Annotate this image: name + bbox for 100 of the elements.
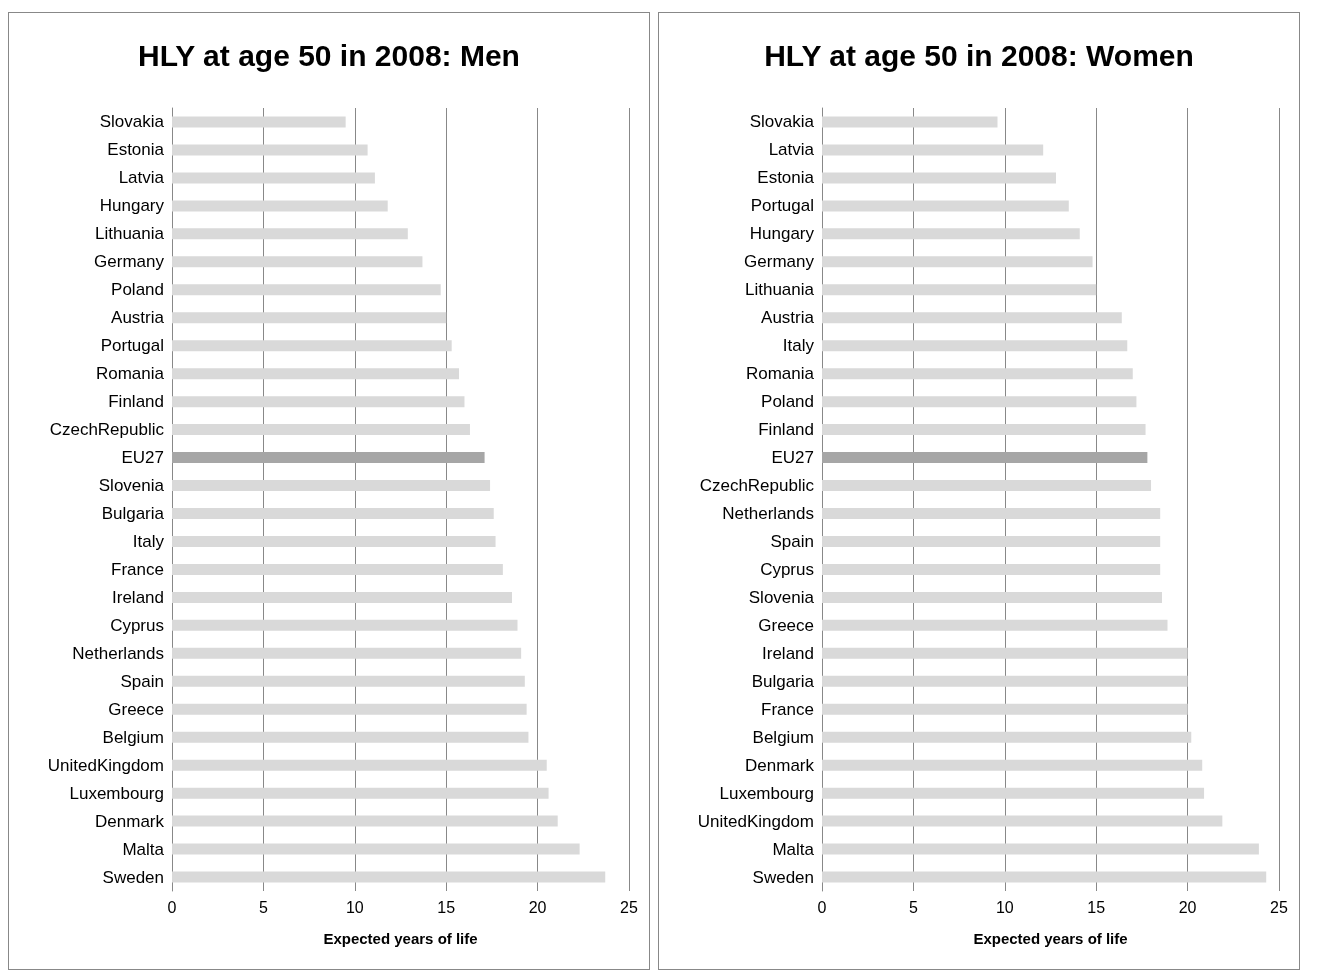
bar: [822, 787, 1205, 799]
bar: [822, 843, 1259, 855]
bar: [822, 815, 1223, 827]
x-tick-label: 0: [167, 898, 177, 916]
y-tick-label: CzechRepublic: [699, 476, 815, 496]
y-tick-label: Cyprus: [760, 559, 814, 579]
bar: [172, 507, 494, 519]
y-tick-label: Spain: [770, 531, 814, 551]
x-tick-label: 25: [1270, 898, 1288, 916]
bar: [172, 871, 606, 883]
y-tick-label: Netherlands: [72, 643, 164, 663]
y-tick-label: Italy: [782, 336, 815, 356]
bar: [172, 843, 580, 855]
bar: [172, 480, 491, 492]
bar: [172, 647, 522, 659]
bar: [822, 535, 1161, 547]
bar: [172, 675, 525, 687]
y-tick-label: Ireland: [112, 587, 164, 607]
bar: [822, 256, 1093, 268]
y-tick-label: Malta: [122, 839, 165, 859]
y-tick-label: Portugal: [750, 196, 814, 216]
bar: [172, 228, 408, 240]
bar: [822, 396, 1137, 408]
bar: [822, 619, 1168, 631]
chart-title: HLY at age 50 in 2008: Men: [138, 38, 520, 72]
bar: [172, 759, 547, 771]
y-tick-label: Belgium: [102, 727, 164, 747]
bar: [172, 815, 558, 827]
y-tick-label: Belgium: [752, 727, 814, 747]
bar: [172, 731, 529, 743]
bar: [172, 619, 518, 631]
y-tick-label: EU27: [121, 448, 164, 468]
x-tick-label: 25: [620, 898, 638, 916]
y-tick-label: Poland: [111, 280, 164, 300]
y-tick-label: Denmark: [95, 811, 165, 831]
y-tick-label: Germany: [744, 252, 815, 272]
y-tick-label: Slovakia: [749, 112, 815, 132]
bar: [172, 200, 388, 212]
y-tick-label: Cyprus: [110, 615, 164, 635]
x-tick-label: 15: [437, 898, 456, 916]
y-tick-label: Lithuania: [94, 224, 165, 244]
x-axis-title: Expected years of life: [323, 930, 478, 947]
y-tick-label: Denmark: [745, 755, 815, 775]
y-tick-label: Italy: [132, 531, 165, 551]
y-tick-label: EU27: [771, 448, 814, 468]
bar: [822, 116, 998, 128]
y-tick-label: Greece: [758, 615, 814, 635]
y-tick-label: Greece: [108, 699, 164, 719]
y-tick-label: France: [111, 559, 164, 579]
y-tick-label: Latvia: [118, 168, 165, 188]
bar: [172, 424, 470, 436]
bar: [172, 340, 452, 352]
bar: [822, 480, 1152, 492]
y-tick-label: Austria: [761, 308, 815, 328]
bar: [822, 703, 1188, 715]
y-tick-label: Netherlands: [722, 503, 814, 523]
y-tick-label: Latvia: [768, 140, 815, 160]
y-tick-label: France: [761, 699, 814, 719]
y-tick-label: Bulgaria: [751, 671, 815, 691]
bar: [822, 144, 1044, 156]
bar: [822, 424, 1146, 436]
y-tick-label: Luxembourg: [69, 783, 164, 803]
bar: [172, 703, 527, 715]
bar: [172, 787, 549, 799]
y-tick-label: Poland: [761, 392, 814, 412]
chart-title: HLY at age 50 in 2008: Women: [764, 38, 1194, 72]
x-tick-label: 5: [908, 898, 918, 916]
bar: [172, 312, 447, 324]
y-tick-label: Slovenia: [98, 476, 165, 496]
bar: [172, 591, 513, 603]
x-tick-label: 15: [1087, 898, 1106, 916]
y-tick-label: Finland: [108, 392, 164, 412]
y-tick-label: Luxembourg: [719, 783, 814, 803]
bar: [822, 563, 1161, 575]
y-tick-label: Romania: [745, 364, 815, 384]
bar: [822, 675, 1188, 687]
y-tick-label: Malta: [772, 839, 815, 859]
bar: [822, 172, 1056, 184]
bar: [822, 759, 1203, 771]
bar: [172, 256, 423, 268]
bar: [822, 591, 1163, 603]
y-tick-label: Hungary: [99, 196, 165, 216]
y-tick-label: Portugal: [100, 336, 164, 356]
y-tick-label: Austria: [111, 308, 165, 328]
bar: [172, 563, 503, 575]
y-tick-label: Lithuania: [744, 280, 815, 300]
bar: [172, 284, 441, 296]
y-tick-label: Germany: [94, 252, 165, 272]
bar: [822, 312, 1122, 324]
x-tick-label: 10: [995, 898, 1014, 916]
y-tick-label: Slovakia: [99, 112, 165, 132]
bar: [822, 507, 1161, 519]
y-tick-label: Estonia: [107, 140, 165, 160]
bar: [822, 228, 1080, 240]
bar: [822, 200, 1069, 212]
y-tick-label: Sweden: [752, 867, 814, 887]
bar: [822, 284, 1097, 296]
bar: [172, 535, 496, 547]
x-tick-label: 0: [817, 898, 827, 916]
bar: [172, 452, 485, 464]
